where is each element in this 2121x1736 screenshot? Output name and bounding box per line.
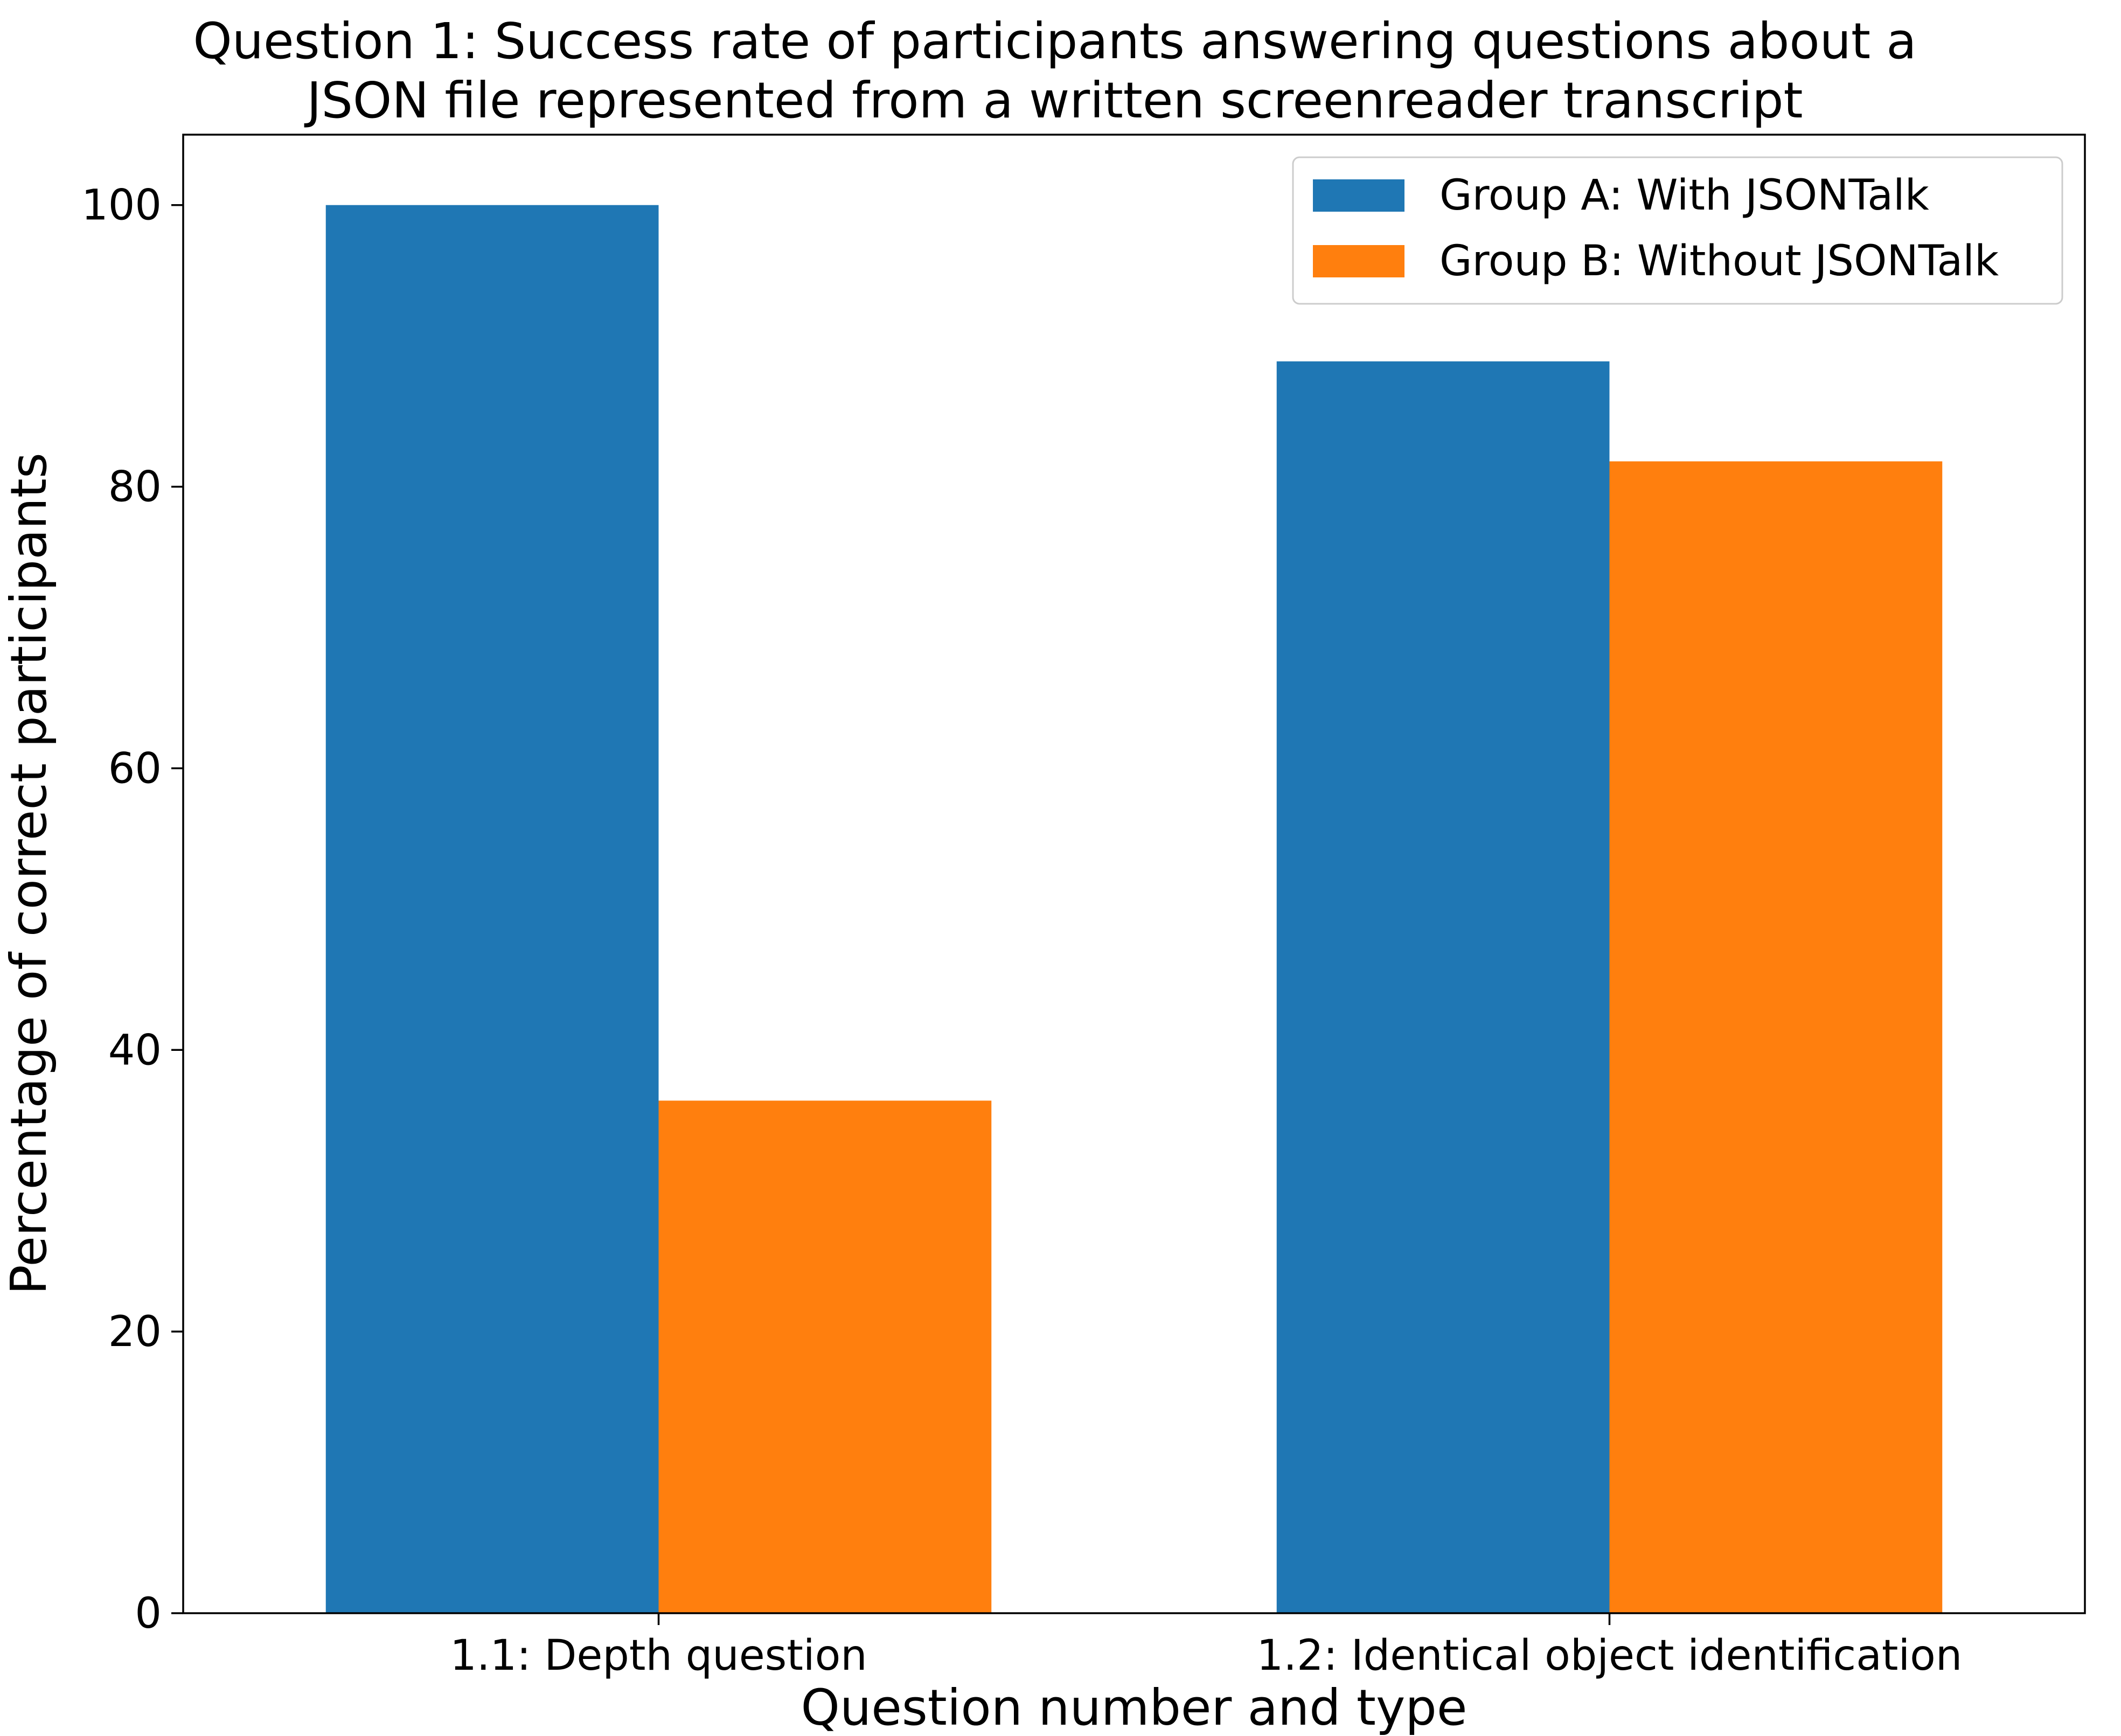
bars-layer bbox=[325, 205, 1943, 1614]
y-tick-label-0: 0 bbox=[135, 1589, 162, 1638]
legend-swatch-group-b bbox=[1313, 245, 1404, 277]
legend: Group A: With JSONTalk Group B: Without … bbox=[1292, 156, 2063, 305]
legend-swatch-group-a bbox=[1313, 179, 1404, 212]
chart-title-line-2: JSON file represented from a written scr… bbox=[304, 72, 1803, 129]
plot-frame bbox=[182, 134, 2086, 1614]
x-tick-label-0: 1.1: Depth question bbox=[450, 1632, 867, 1680]
chart-title-line-1: Question 1: Success rate of participants… bbox=[193, 12, 1916, 70]
y-axis: 0 20 40 60 80 100 bbox=[81, 182, 183, 1638]
y-tick-label-4: 80 bbox=[108, 463, 162, 512]
x-tick-label-1: 1.2: Identical object identification bbox=[1257, 1632, 1963, 1680]
y-tick-label-2: 40 bbox=[108, 1026, 162, 1075]
bar-series-0-category-0 bbox=[325, 205, 659, 1613]
bar-series-1-category-0 bbox=[658, 1100, 992, 1613]
bar-series-0-category-1 bbox=[1276, 361, 1610, 1614]
y-axis-label: Percentage of correct participants bbox=[0, 452, 58, 1295]
x-axis-label: Question number and type bbox=[801, 1679, 1468, 1736]
legend-frame bbox=[1292, 156, 2063, 305]
x-axis: 1.1: Depth question 1.2: Identical object… bbox=[450, 1613, 1962, 1680]
y-tick-label-3: 60 bbox=[108, 744, 162, 793]
y-tick-label-5: 100 bbox=[81, 182, 162, 230]
legend-label-group-a: Group A: With JSONTalk bbox=[1440, 171, 1929, 220]
bar-series-1-category-1 bbox=[1609, 461, 1943, 1614]
legend-label-group-b: Group B: Without JSONTalk bbox=[1440, 237, 1999, 285]
y-tick-label-1: 20 bbox=[108, 1308, 162, 1356]
